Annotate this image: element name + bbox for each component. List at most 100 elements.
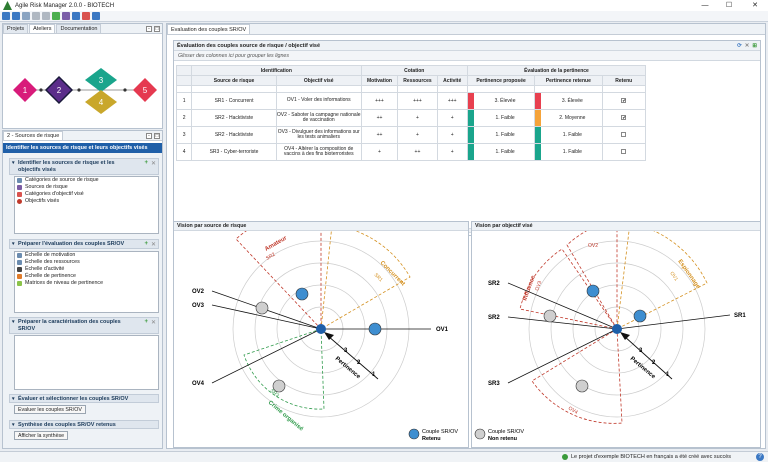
list-item[interactable]: Échelle de motivation xyxy=(15,252,158,259)
table-row[interactable]: 1 SR1 - Concurrent OV1 - Voler des informa… xyxy=(175,92,646,110)
delete-icon[interactable]: ✕ xyxy=(150,161,156,167)
table-row[interactable]: 3 SR2 - Hacktiviste OV3 - Divulguer des in… xyxy=(175,126,646,144)
target-category-icon xyxy=(17,192,22,197)
retained-checkbox[interactable]: ✔ xyxy=(621,98,627,103)
list-item[interactable]: Échelle d'activité xyxy=(15,266,158,273)
export-grid-icon[interactable]: ⊞ xyxy=(752,43,757,49)
pair-point-not-retained[interactable] xyxy=(272,379,286,393)
column-header[interactable]: Objectif visé xyxy=(275,75,362,86)
section-identify[interactable]: Identifier les sources de risque et les … xyxy=(9,158,159,175)
table-row[interactable]: 2 SR2 - Hacktiviste OV2 - Saboter la campa… xyxy=(175,109,646,127)
list-item[interactable]: Catégories de source de risque xyxy=(15,177,158,184)
cell-text: 3. Élevée xyxy=(561,98,583,104)
list-item[interactable]: Objectifs visés xyxy=(15,198,158,205)
pair-point-not-retained[interactable] xyxy=(543,309,557,323)
maximize-button[interactable]: ☐ xyxy=(725,2,733,9)
filter-row[interactable] xyxy=(175,85,646,93)
matrix-icon xyxy=(17,281,22,286)
point-label: OV4 xyxy=(192,381,205,387)
add-icon[interactable]: + xyxy=(144,319,148,325)
point-label: SR1 xyxy=(734,313,746,319)
column-header[interactable]: Source de risque xyxy=(191,75,277,86)
close-window-button[interactable]: ✕ xyxy=(752,2,758,9)
minimize-panel-button[interactable]: - xyxy=(146,25,152,32)
retained-checkbox[interactable]: ✔ xyxy=(621,115,627,120)
list-item[interactable]: Matrices de niveau de pertinence xyxy=(15,280,158,287)
workshop-5[interactable]: 5 xyxy=(133,78,157,102)
pair-point-retained[interactable] xyxy=(586,284,600,298)
pair-point-retained[interactable] xyxy=(633,309,647,323)
cell-text: SR3 - Cyber-terroriste xyxy=(209,149,259,155)
table-row[interactable]: 4 SR3 - Cyber-terroriste OV4 - Altérer la … xyxy=(175,143,646,161)
tab-projets[interactable]: Projets xyxy=(3,24,29,33)
svg-text:2: 2 xyxy=(652,360,656,366)
list-item[interactable]: Sources de risque xyxy=(15,184,158,191)
list-item[interactable]: Échelle des ressources xyxy=(15,259,158,266)
pair-point-not-retained[interactable] xyxy=(255,301,269,315)
column-header[interactable]: Pertinence proposée xyxy=(466,75,536,86)
minimize-button[interactable]: — xyxy=(701,2,709,9)
sources-header: Identifier les sources de risque et leur… xyxy=(3,143,162,153)
list-item[interactable]: Catégories d'objectif visé xyxy=(15,191,158,198)
delete-icon[interactable]: ✕ xyxy=(150,242,156,248)
cell-text: 2. Moyenne xyxy=(559,115,586,121)
open-icon[interactable] xyxy=(12,12,20,20)
maximize-panel-button[interactable]: □ xyxy=(154,132,160,139)
evaluation-table: Identification Cotation Évaluation de la… xyxy=(175,65,647,161)
delete-icon[interactable]: ✕ xyxy=(150,320,156,326)
pair-point-retained[interactable] xyxy=(368,322,382,336)
tab-evaluation[interactable]: Evaluation des couples SR/OV xyxy=(167,24,251,34)
column-header[interactable]: Pertinence retenue xyxy=(534,75,603,86)
legend-not-retained-icon xyxy=(474,428,486,440)
add-icon[interactable]: + xyxy=(144,160,148,166)
cell-text: 1. Faible xyxy=(495,115,515,121)
cell-text: 1. Faible xyxy=(495,149,515,155)
report-icon[interactable] xyxy=(62,12,70,20)
tab-documentation[interactable]: Documentation xyxy=(56,24,102,33)
group-cotation: Cotation xyxy=(360,65,468,76)
add-icon[interactable]: + xyxy=(144,241,148,247)
new-icon[interactable] xyxy=(2,12,10,20)
refresh-icon[interactable]: ⟳ xyxy=(737,43,742,49)
tab-ateliers[interactable]: Ateliers xyxy=(29,24,56,33)
sector-label: OV1 xyxy=(668,271,679,283)
check-icon[interactable] xyxy=(52,12,60,20)
column-header[interactable]: Motivation xyxy=(360,75,399,86)
list-item[interactable]: Échelle de pertinence xyxy=(15,273,158,280)
maximize-panel-button[interactable]: □ xyxy=(154,25,160,32)
workshop-1[interactable]: 1 xyxy=(13,78,37,102)
column-header[interactable]: Ressources xyxy=(397,75,438,86)
cell-text: 1. Faible xyxy=(562,132,582,138)
workshop-3[interactable]: 3 xyxy=(85,68,117,92)
help-icon[interactable]: ? xyxy=(756,453,764,461)
pair-point-retained[interactable] xyxy=(295,287,309,301)
retained-checkbox[interactable] xyxy=(621,148,627,154)
workshop-4[interactable]: 4 xyxy=(85,90,117,114)
delete-icon[interactable]: ✕ xyxy=(744,43,750,49)
svg-text:Retenu: Retenu xyxy=(422,436,441,442)
minimize-panel-button[interactable]: - xyxy=(146,132,152,139)
save-icon[interactable] xyxy=(22,12,30,20)
redo-icon[interactable] xyxy=(42,12,50,20)
help-icon[interactable] xyxy=(92,12,100,20)
settings-icon[interactable] xyxy=(82,12,90,20)
group-evaluation: Évaluation de la pertinence xyxy=(466,65,647,76)
column-header[interactable]: Retenu xyxy=(601,75,646,86)
section-prepare-characterization[interactable]: Préparer la caractérisation des couples … xyxy=(9,317,159,334)
undo-icon[interactable] xyxy=(32,12,40,20)
sector-label: OV4 xyxy=(567,406,579,416)
pair-point-not-retained[interactable] xyxy=(575,379,589,393)
column-header[interactable]: Activité xyxy=(436,75,468,86)
show-synthesis-button[interactable]: Afficher la synthèse xyxy=(14,431,69,440)
workshops-panel: Projets Ateliers Documentation - □ 1 2 3 … xyxy=(2,23,163,129)
section-synthesis[interactable]: Synthèse des couples SR/OV retenus xyxy=(9,420,159,429)
evaluate-pairs-button[interactable]: Evaluer les couples SR/OV xyxy=(14,405,86,414)
workshop-2[interactable]: 2 xyxy=(44,75,74,105)
export-icon[interactable] xyxy=(72,12,80,20)
retained-checkbox[interactable] xyxy=(621,131,627,137)
radar-left-chart: Amateur SR2 Concurrent SR1 Crime organis… xyxy=(192,208,458,442)
section-evaluate[interactable]: Évaluer et sélectionner les couples SR/O… xyxy=(9,394,159,403)
section-prepare-eval[interactable]: Préparer l'évaluation des couples SR/OV … xyxy=(9,239,159,249)
cell-text: +++ xyxy=(447,98,457,104)
tab-sources-de-risque[interactable]: 2 - Sources de risque xyxy=(3,131,64,140)
